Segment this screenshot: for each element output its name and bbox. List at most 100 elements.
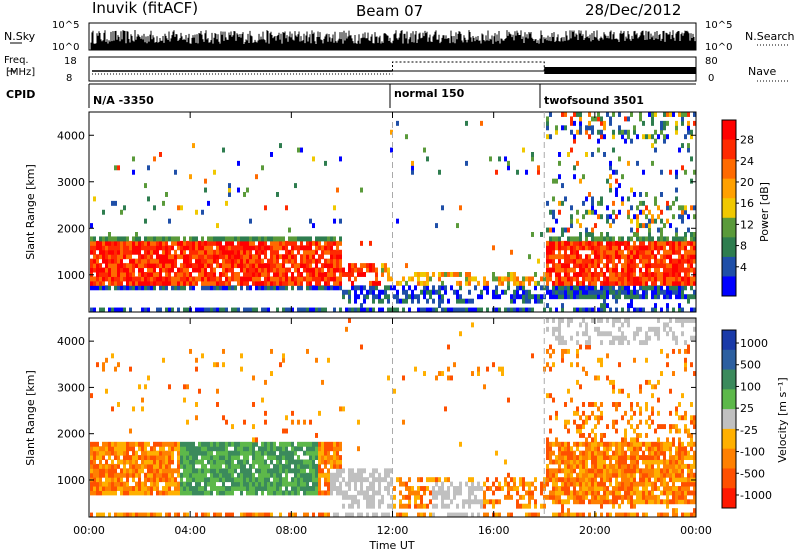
range-time-cell bbox=[417, 276, 420, 282]
range-time-cell bbox=[588, 307, 591, 313]
range-time-cell bbox=[612, 280, 615, 286]
range-time-cell bbox=[558, 326, 561, 332]
range-time-cell bbox=[294, 240, 297, 246]
range-time-cell bbox=[447, 298, 450, 304]
range-time-cell bbox=[432, 477, 435, 483]
range-time-cell bbox=[339, 218, 342, 224]
range-time-cell bbox=[603, 459, 606, 465]
range-time-cell bbox=[651, 120, 654, 126]
range-time-cell bbox=[606, 494, 609, 500]
range-time-cell bbox=[465, 276, 468, 282]
range-time-cell bbox=[147, 254, 150, 260]
range-time-cell bbox=[369, 486, 372, 491]
range-time-cell bbox=[195, 486, 198, 491]
range-time-cell bbox=[195, 366, 198, 372]
range-time-cell bbox=[621, 459, 624, 465]
range-time-cell bbox=[687, 125, 690, 131]
range-time-cell bbox=[93, 486, 96, 491]
range-time-cell bbox=[594, 481, 597, 487]
range-time-cell bbox=[660, 209, 663, 215]
range-time-cell bbox=[111, 472, 114, 478]
range-time-cell bbox=[276, 481, 279, 487]
range-time-cell bbox=[120, 472, 123, 478]
range-time-cell bbox=[126, 472, 129, 478]
range-time-cell bbox=[399, 512, 402, 518]
range-time-cell bbox=[408, 294, 411, 300]
range-time-cell bbox=[561, 468, 564, 474]
range-time-cell bbox=[270, 245, 273, 251]
range-time-cell bbox=[117, 267, 120, 273]
range-time-cell bbox=[435, 481, 438, 487]
range-time-cell bbox=[546, 254, 549, 260]
range-time-cell bbox=[237, 459, 240, 465]
range-time-cell bbox=[303, 258, 306, 264]
range-time-cell bbox=[138, 512, 141, 518]
range-time-cell bbox=[318, 455, 321, 461]
range-time-cell bbox=[120, 512, 123, 518]
range-time-cell bbox=[465, 298, 468, 304]
range-time-cell bbox=[675, 249, 678, 255]
range-time-cell bbox=[165, 276, 168, 282]
range-time-cell bbox=[591, 289, 594, 295]
range-time-cell bbox=[252, 424, 255, 430]
range-time-cell bbox=[615, 307, 618, 313]
range-time-cell bbox=[672, 272, 675, 277]
range-time-cell bbox=[375, 280, 378, 286]
range-time-cell bbox=[684, 254, 687, 260]
range-time-cell bbox=[561, 307, 564, 313]
range-time-cell bbox=[447, 490, 450, 496]
range-time-cell bbox=[669, 294, 672, 300]
range-time-cell bbox=[336, 446, 339, 452]
range-time-cell bbox=[117, 165, 120, 171]
range-time-cell bbox=[579, 463, 582, 469]
range-time-cell bbox=[333, 205, 336, 211]
range-time-cell bbox=[549, 134, 552, 140]
range-time-cell bbox=[597, 494, 600, 500]
range-time-cell bbox=[222, 415, 225, 421]
range-time-cell bbox=[294, 263, 297, 269]
range-time-cell bbox=[192, 267, 195, 273]
range-time-cell bbox=[249, 272, 252, 277]
range-time-cell bbox=[204, 450, 207, 456]
range-time-cell bbox=[666, 280, 669, 286]
range-time-cell bbox=[360, 512, 363, 518]
range-time-cell bbox=[540, 285, 543, 291]
range-time-cell bbox=[630, 415, 633, 421]
range-time-cell bbox=[684, 112, 687, 117]
range-time-cell bbox=[378, 490, 381, 496]
range-time-cell bbox=[120, 236, 123, 242]
range-time-cell bbox=[567, 450, 570, 456]
range-time-cell bbox=[120, 481, 123, 487]
range-time-cell bbox=[174, 441, 177, 447]
range-time-cell bbox=[243, 455, 246, 461]
range-time-cell bbox=[576, 472, 579, 478]
range-time-cell bbox=[183, 258, 186, 264]
range-time-cell bbox=[138, 455, 141, 461]
range-time-cell bbox=[252, 437, 255, 443]
range-time-cell bbox=[582, 307, 585, 313]
range-time-cell bbox=[438, 169, 441, 175]
range-time-cell bbox=[678, 245, 681, 251]
range-time-cell bbox=[585, 437, 588, 443]
range-time-cell bbox=[300, 276, 303, 282]
range-time-cell bbox=[555, 245, 558, 251]
range-time-cell bbox=[195, 249, 198, 255]
range-time-cell bbox=[558, 240, 561, 246]
range-time-cell bbox=[627, 494, 630, 500]
range-time-cell bbox=[180, 205, 183, 211]
range-time-cell bbox=[246, 276, 249, 282]
range-time-cell bbox=[606, 254, 609, 260]
range-time-cell bbox=[96, 486, 99, 491]
range-time-cell bbox=[204, 512, 207, 518]
range-time-cell bbox=[150, 272, 153, 277]
range-time-cell bbox=[576, 459, 579, 465]
range-time-cell bbox=[285, 481, 288, 487]
range-time-cell bbox=[315, 272, 318, 277]
range-time-cell bbox=[135, 481, 138, 487]
range-time-cell bbox=[615, 294, 618, 300]
range-time-cell bbox=[240, 512, 243, 518]
range-time-cell bbox=[612, 209, 615, 215]
range-time-cell bbox=[417, 512, 420, 518]
range-time-cell bbox=[666, 236, 669, 242]
range-time-cell bbox=[216, 307, 219, 313]
